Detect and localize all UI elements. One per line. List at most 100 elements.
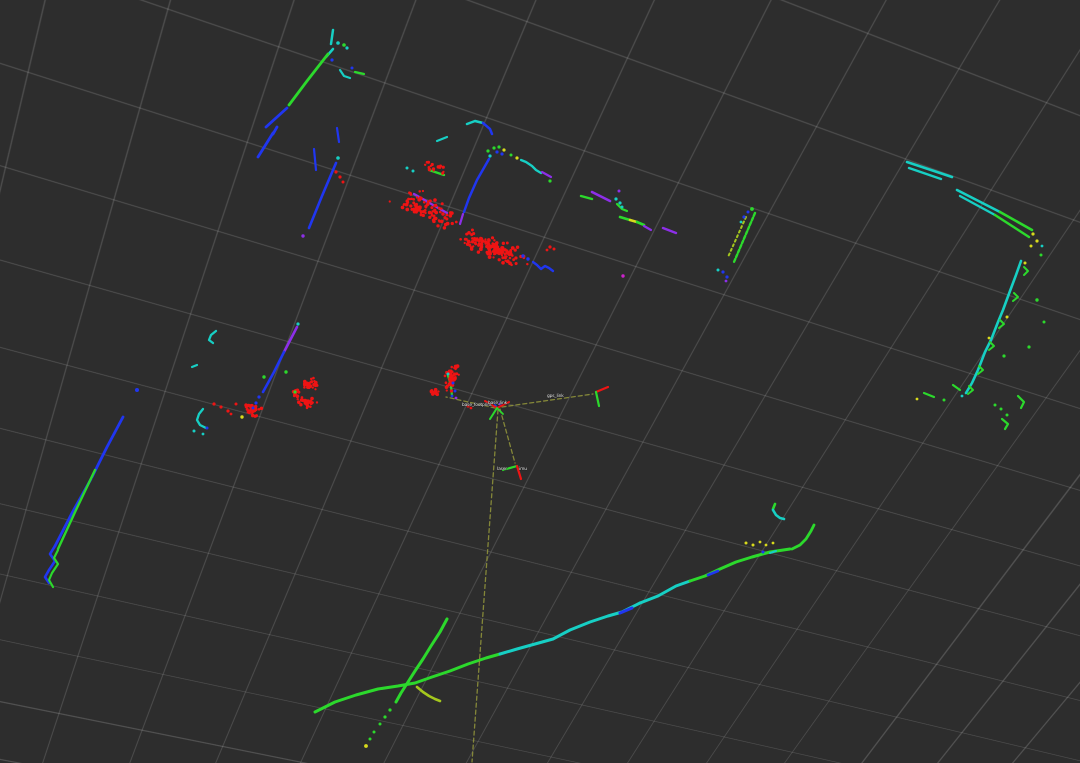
pointcloud-cluster-dot <box>247 409 250 412</box>
pointcloud-dot <box>262 375 266 379</box>
pointcloud-stroke <box>771 502 777 511</box>
pointcloud-stroke <box>905 160 954 179</box>
pointcloud-dot <box>135 388 139 392</box>
pointcloud-dot <box>1035 239 1039 243</box>
pointcloud-cluster-dot <box>297 400 301 405</box>
pointcloud-cluster-dot <box>505 241 509 245</box>
pointcloud-dot <box>229 412 233 416</box>
pointcloud-dot <box>999 407 1003 411</box>
pointcloud-cluster-dot <box>429 390 433 394</box>
pointcloud-dot <box>764 543 768 547</box>
pointcloud-cluster-dot <box>484 242 487 245</box>
pointcloud-stroke <box>462 157 491 214</box>
pointcloud-stroke <box>90 415 125 479</box>
tf-axes-marker <box>594 385 610 394</box>
pointcloud-cluster-dot <box>308 400 312 404</box>
pointcloud-cluster-dot <box>487 238 491 242</box>
pointcloud-cluster-dot <box>427 210 432 215</box>
pointcloud-cluster-dot <box>400 205 405 210</box>
pointcloud-dot <box>342 43 346 47</box>
pointcloud-dot <box>368 737 372 741</box>
pointcloud-cluster-dot <box>253 414 257 418</box>
pointcloud-cluster-dot <box>305 381 309 386</box>
pointcloud-cluster-dot <box>311 386 314 389</box>
pointcloud-cluster-dot <box>419 211 423 214</box>
pointcloud-cluster-dot <box>412 201 416 205</box>
pointcloud-stroke <box>394 617 449 704</box>
pointcloud-dot <box>301 234 305 238</box>
pointcloud-stroke <box>790 523 816 551</box>
pointcloud-cluster-dot <box>448 211 453 215</box>
pointcloud-cluster-dot <box>509 248 513 252</box>
tf-axes-marker <box>484 400 498 409</box>
pointcloud-cluster-dot <box>500 254 504 257</box>
pointcloud-cluster-dot <box>433 203 437 208</box>
pointcloud-cluster-dot <box>503 253 507 256</box>
tf-frame-label: imu <box>519 466 527 472</box>
pointcloud-cluster-dot <box>437 390 440 393</box>
tf-link-dashed <box>471 409 499 763</box>
pointcloud-cluster-dot <box>388 200 391 203</box>
pointcloud-cluster-dot <box>495 246 499 250</box>
pointcloud-dot <box>1005 315 1009 319</box>
pointcloud-cluster-dot <box>470 240 475 244</box>
pointcloud-cluster-dot <box>505 255 508 258</box>
pointcloud-cluster-dot <box>445 384 449 388</box>
pointcloud-cluster-dot <box>450 370 454 374</box>
pointcloud-dot <box>341 180 345 184</box>
tf-frame-label: base_link <box>488 400 508 406</box>
pointcloud-cluster-dot <box>315 401 319 404</box>
pointcloud-cluster-dot <box>526 262 529 266</box>
pointcloud-stroke <box>922 391 936 399</box>
pointcloud-dot <box>993 403 997 407</box>
pointcloud-cluster-dot <box>498 251 502 254</box>
pointcloud-stroke <box>56 468 97 551</box>
pointcloud-cluster-dot <box>314 388 317 391</box>
pointcloud-dot <box>614 197 618 201</box>
pointcloud-cluster-dot <box>506 259 510 264</box>
pointcloud-dot <box>495 150 499 154</box>
pointcloud-cluster-dot <box>485 244 489 249</box>
tf-link-dashed <box>445 396 496 409</box>
pointcloud-dot <box>987 336 991 340</box>
pointcloud-stroke <box>638 579 692 605</box>
pointcloud-cluster-dot <box>405 199 409 203</box>
pointcloud-stroke <box>967 385 974 395</box>
pointcloud-cluster-dot <box>418 190 421 193</box>
pointcloud-cluster-dot <box>484 238 487 241</box>
pointcloud-cluster-dot <box>428 199 432 203</box>
pointcloud-dot <box>1031 232 1035 236</box>
pointcloud-cluster-dot <box>463 237 467 241</box>
pointcloud-dot <box>620 205 624 209</box>
pointcloud-cluster-dot <box>441 212 445 216</box>
pointcloud-dot <box>334 170 338 174</box>
tf-axes-marker <box>489 407 498 420</box>
pointcloud-dot <box>515 156 519 160</box>
pointcloud-dot <box>497 145 501 149</box>
pointcloud-cluster-dot <box>434 390 438 394</box>
pointcloud-cluster-dot <box>430 162 434 167</box>
pointcloud-dot <box>296 322 300 326</box>
pointcloud-stroke <box>313 652 502 714</box>
tf-axes-marker <box>515 464 523 481</box>
pointcloud-dot <box>1023 261 1027 265</box>
pointcloud-cluster-dot <box>504 248 507 252</box>
pointcloud-cluster-dot <box>257 407 261 411</box>
pointcloud-cluster-dot <box>450 221 454 226</box>
pointcloud-dot <box>284 370 288 374</box>
pointcloud-cluster-dot <box>497 258 501 262</box>
pointcloud-stroke <box>998 210 1034 232</box>
pointcloud-stroke <box>1012 292 1019 302</box>
pointcloud-dot <box>383 715 387 719</box>
tf-axes-marker <box>594 390 601 408</box>
pointcloud-cluster-dot <box>427 167 431 170</box>
pointcloud-cluster-dot <box>465 242 470 246</box>
pointcloud-stroke <box>338 68 352 80</box>
pointcloud-cluster-dot <box>244 403 248 406</box>
pointcloud-cluster-dot <box>487 255 492 259</box>
pointcloud-stroke <box>195 407 208 430</box>
pointcloud-dot <box>205 426 209 430</box>
pointcloud-cluster-dot <box>449 389 454 393</box>
pointcloud-cluster-dot <box>404 202 409 207</box>
